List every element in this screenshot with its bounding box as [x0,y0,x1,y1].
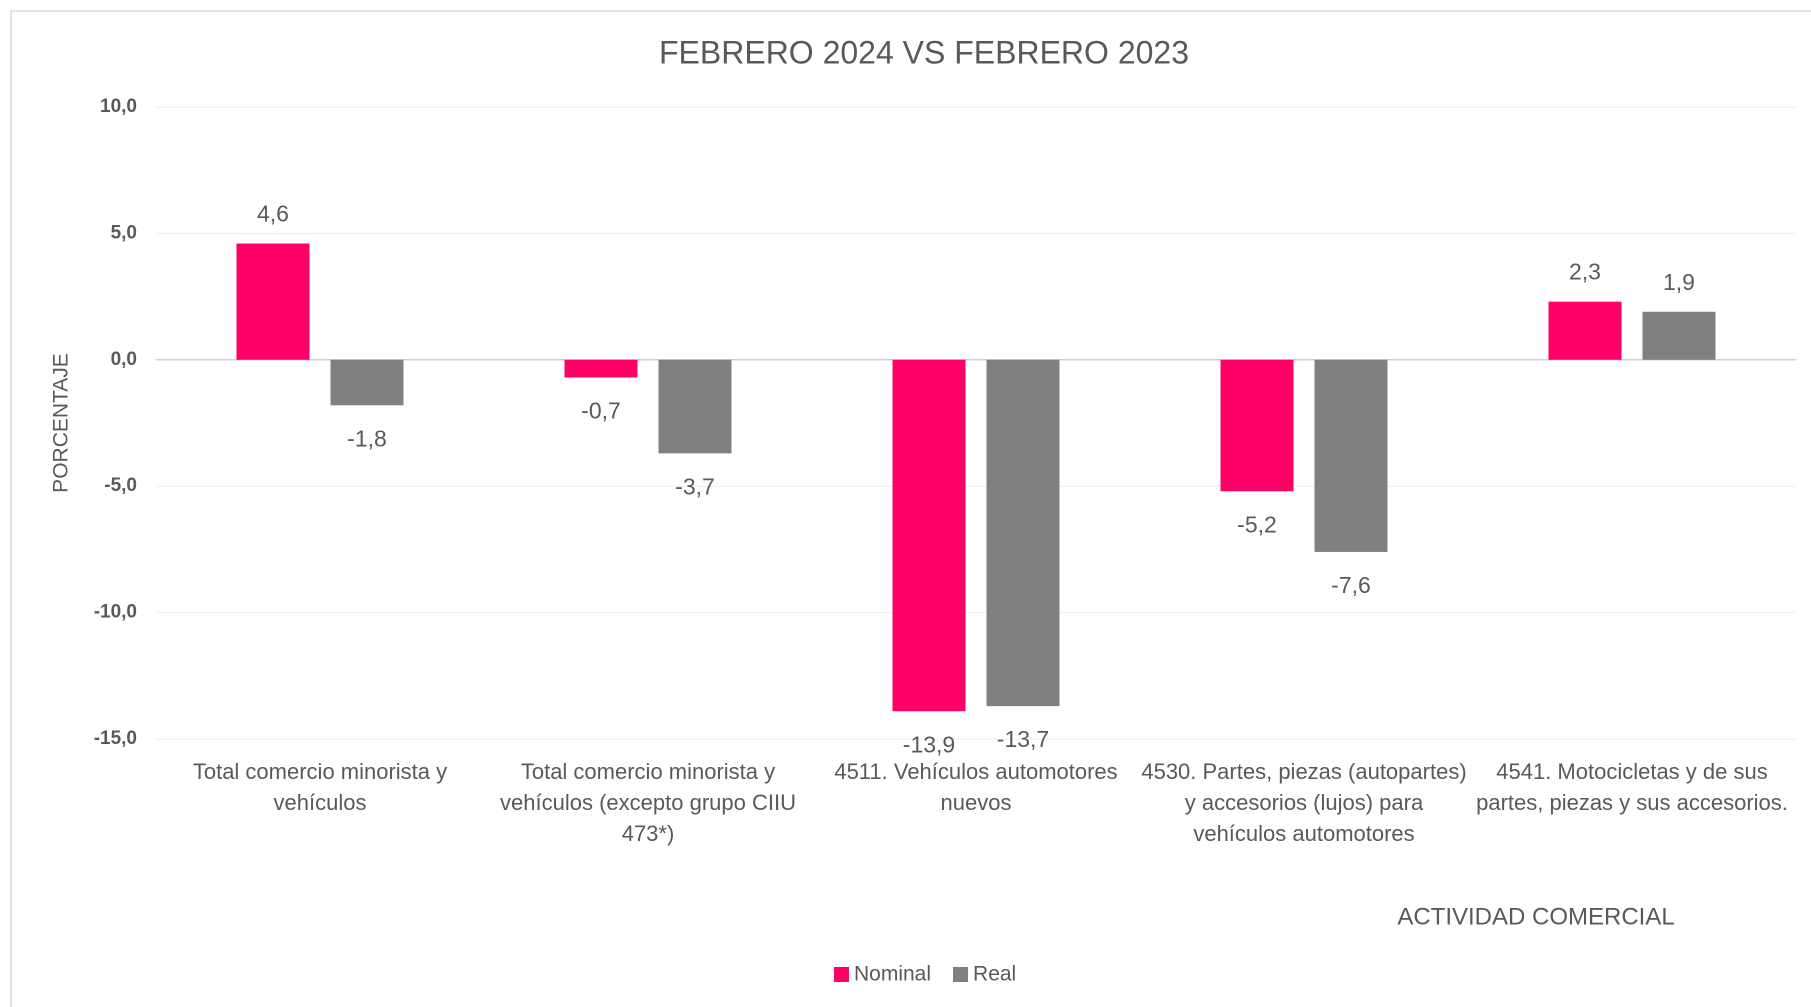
y-tick-label: -10,0 [94,602,137,623]
bar [1220,359,1294,492]
y-tick-label: 5,0 [111,222,137,243]
legend-label: Real [973,963,1016,986]
x-tick-label-box: 4541. Motocicletas y de sus partes, piez… [1476,759,1788,815]
bar [986,359,1060,707]
legend-swatch [953,967,969,982]
bar [330,359,404,406]
bar [1548,301,1622,360]
bar [1314,359,1388,552]
x-tick-label: 4530. Partes, piezas (autopartes) y acce… [1141,759,1467,846]
y-tick-label: 0,0 [111,349,137,370]
y-tick-label: 10,0 [100,96,137,117]
bar [564,359,638,378]
data-label: 2,3 [1569,259,1601,285]
data-label: 1,9 [1663,269,1695,295]
bar [658,359,732,454]
bar [892,359,966,712]
data-label: -13,7 [997,726,1049,752]
x-tick-label: Total comercio minorista y vehículos [192,759,448,815]
x-tick-label-box: Total comercio minorista y vehículos (ex… [500,759,796,846]
bar [1642,311,1716,360]
x-tick-label: Total comercio minorista y vehículos (ex… [500,759,796,846]
y-axis-title: PORCENTAJE [50,353,73,493]
x-tick-label-box: 4511. Vehículos automotores nuevos [834,759,1118,815]
y-tick-label: -15,0 [94,728,137,749]
x-axis-title: ACTIVIDAD COMERCIAL [1397,903,1674,930]
x-tick-label-box: 4530. Partes, piezas (autopartes) y acce… [1141,759,1467,846]
legend-label: Nominal [854,963,931,986]
y-tick-label: -5,0 [104,475,137,496]
bar [236,243,310,360]
data-label: 4,6 [257,201,289,227]
legend-swatch [834,967,849,982]
data-label: -0,7 [581,398,621,424]
data-label: -7,6 [1331,572,1371,598]
x-tick-label: 4511. Vehículos automotores nuevos [834,759,1118,815]
data-label: -13,9 [903,731,955,757]
x-tick-label-box: Total comercio minorista y vehículos [192,759,448,815]
data-label: -3,7 [675,473,715,499]
data-label: -5,2 [1237,511,1277,537]
chart-title: FEBRERO 2024 VS FEBRERO 2023 [659,34,1189,70]
x-tick-label: 4541. Motocicletas y de sus partes, piez… [1476,759,1788,815]
data-label: -1,8 [347,425,387,451]
